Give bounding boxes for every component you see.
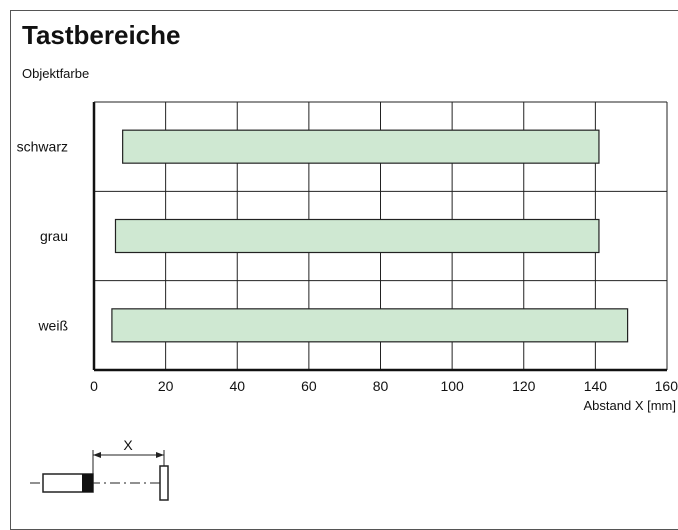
category-label-2: weiß: [37, 317, 68, 333]
target-object: [159, 465, 169, 501]
dimension-arrow-left: [93, 452, 101, 458]
x-axis-label: Abstand X [mm]: [584, 398, 676, 413]
sensor-diagram: X: [30, 437, 169, 501]
chart-subtitle: Objektfarbe: [22, 66, 90, 81]
x-tick-label-4: 80: [373, 378, 389, 394]
category-label-1: grau: [40, 228, 68, 244]
category-labels: schwarz grau weiß: [17, 139, 68, 334]
bar-1: [114, 218, 600, 254]
x-tick-label-7: 140: [584, 378, 608, 394]
bar-2: [111, 308, 629, 343]
chart-title: Tastbereiche: [22, 20, 181, 50]
x-tick-label-1: 20: [158, 378, 174, 394]
sensor-lens: [82, 474, 93, 492]
bars: [111, 129, 629, 343]
plot-border: [92, 101, 667, 372]
category-label-0: schwarz: [17, 139, 68, 155]
x-tick-label-3: 60: [301, 378, 317, 394]
x-tick-label-8: 160: [655, 378, 678, 394]
x-tick-label-6: 120: [512, 378, 536, 394]
x-tick-label-0: 0: [90, 378, 98, 394]
dimension-arrow-right: [156, 452, 164, 458]
x-tick-label-2: 40: [229, 378, 245, 394]
x-tick-labels: 0 20 40 60 80 100 120 140 160: [90, 378, 678, 394]
bar-0: [122, 129, 600, 164]
x-tick-label-5: 100: [440, 378, 464, 394]
chart: 0 20 40 60 80 100 120 140 160 schwarz grau weiß Ab…: [17, 101, 678, 501]
dimension-label: X: [123, 437, 133, 453]
